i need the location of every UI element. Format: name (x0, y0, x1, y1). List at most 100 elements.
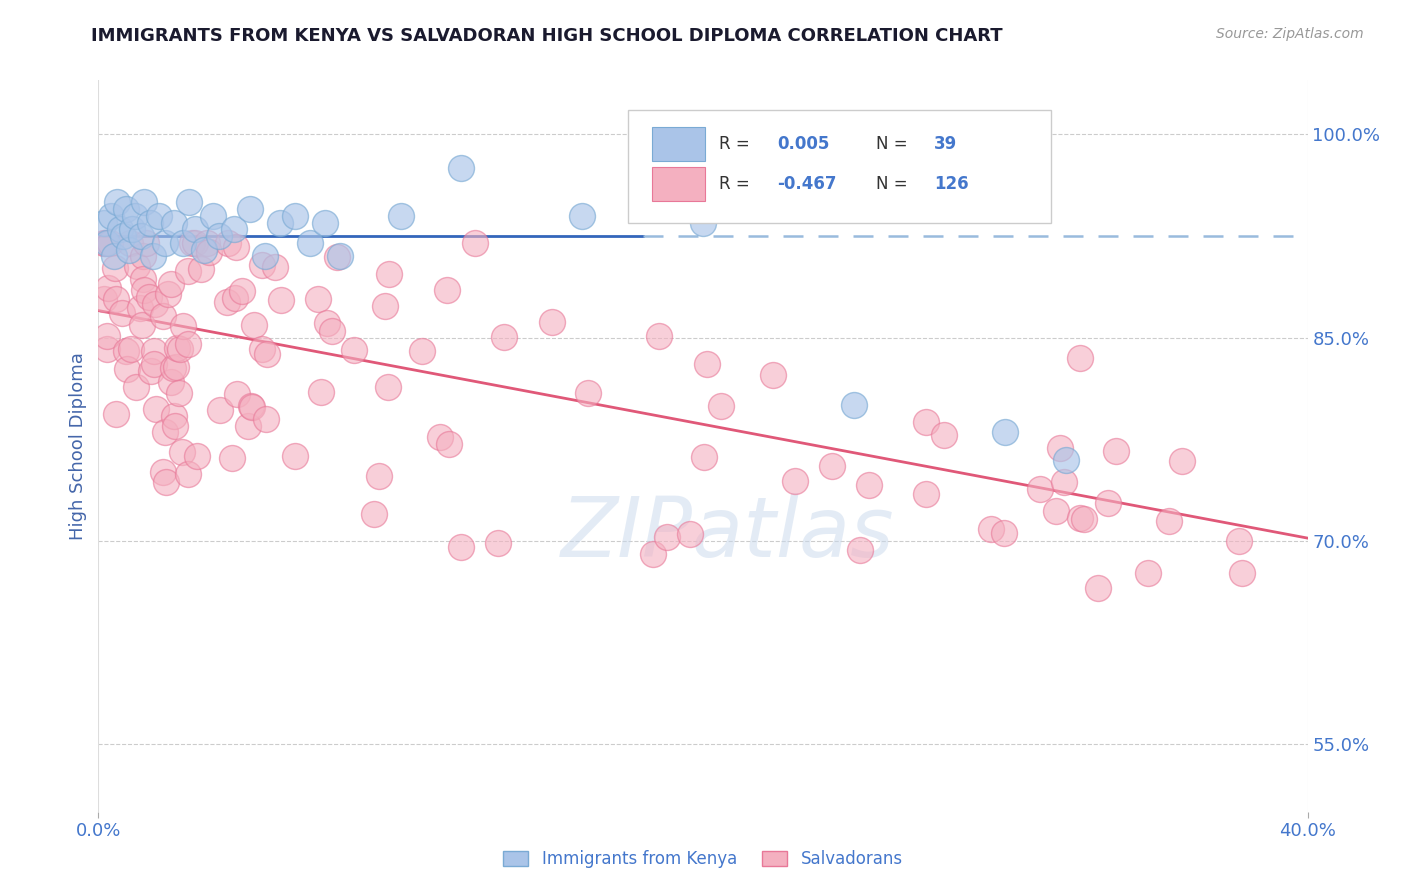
Point (253, 249, 276, 263)
Point (1045, 504, 1067, 518)
Point (118, 243, 141, 257)
Point (96, 235, 118, 250)
Point (166, 341, 188, 355)
Point (231, 284, 253, 298)
Point (269, 215, 291, 229)
Point (177, 336, 200, 351)
Point (162, 361, 184, 376)
Point (844, 398, 866, 412)
Point (169, 342, 191, 356)
Point (578, 386, 600, 401)
Point (439, 436, 461, 450)
Point (464, 235, 486, 250)
Point (243, 318, 266, 332)
Point (155, 475, 177, 490)
Point (571, 209, 593, 223)
Point (94, 235, 117, 250)
Point (648, 329, 671, 343)
Point (153, 235, 176, 250)
Point (1028, 482, 1050, 496)
Point (114, 202, 136, 216)
Point (96, 343, 118, 357)
Point (783, 474, 806, 488)
Point (100, 209, 122, 223)
Point (321, 324, 343, 338)
Point (157, 286, 180, 301)
Point (128, 301, 150, 315)
Point (224, 291, 246, 305)
Point (117, 361, 139, 376)
Point (190, 261, 212, 276)
Point (849, 542, 872, 557)
Point (363, 508, 385, 522)
Text: Source: ZipAtlas.com: Source: ZipAtlas.com (1216, 27, 1364, 41)
Point (643, 547, 665, 561)
Text: N =: N = (876, 175, 907, 194)
Point (284, 449, 307, 463)
Point (139, 364, 162, 378)
Point (488, 536, 510, 550)
Point (124, 209, 146, 223)
Point (221, 450, 243, 465)
Point (314, 215, 336, 229)
Text: N =: N = (876, 135, 907, 153)
Point (1053, 475, 1076, 489)
Point (329, 249, 352, 263)
Point (103, 249, 125, 263)
Point (299, 235, 322, 250)
Point (135, 235, 157, 250)
Point (148, 209, 170, 223)
Point (239, 202, 262, 216)
Point (307, 292, 329, 306)
Legend: Immigrants from Kenya, Salvadorans: Immigrants from Kenya, Salvadorans (496, 844, 910, 875)
Point (225, 240, 247, 254)
Point (450, 161, 472, 176)
Point (762, 368, 785, 382)
Text: -0.467: -0.467 (776, 175, 837, 194)
Y-axis label: High School Diploma: High School Diploma (69, 352, 87, 540)
Point (374, 299, 396, 313)
Point (226, 387, 249, 401)
Point (1232, 566, 1254, 581)
Point (153, 425, 176, 439)
Point (97, 281, 120, 295)
Point (240, 400, 263, 414)
Point (132, 249, 155, 263)
Point (183, 235, 205, 250)
Point (821, 458, 844, 473)
Point (186, 449, 208, 463)
Point (132, 283, 155, 297)
Point (172, 318, 194, 333)
Point (326, 251, 349, 265)
Point (693, 450, 716, 464)
Point (679, 526, 702, 541)
Text: IMMIGRANTS FROM KENYA VS SALVADORAN HIGH SCHOOL DIPLOMA CORRELATION CHART: IMMIGRANTS FROM KENYA VS SALVADORAN HIGH… (91, 27, 1002, 45)
Point (236, 419, 259, 434)
Point (264, 260, 287, 274)
Point (162, 409, 184, 424)
Point (127, 260, 149, 274)
Text: R =: R = (718, 135, 749, 153)
Point (160, 277, 183, 292)
Point (104, 407, 127, 421)
Point (177, 264, 200, 278)
Point (131, 318, 153, 332)
Point (105, 195, 128, 210)
Point (224, 222, 246, 236)
Point (198, 245, 221, 260)
Point (378, 267, 401, 281)
Point (108, 222, 131, 236)
Point (208, 229, 231, 244)
Point (270, 293, 292, 308)
Point (165, 360, 187, 375)
Point (215, 294, 238, 309)
Point (152, 465, 174, 479)
Point (256, 346, 278, 360)
Point (284, 209, 307, 223)
Point (129, 229, 152, 244)
Point (193, 243, 215, 257)
Point (98, 235, 121, 250)
Text: 126: 126 (934, 175, 969, 194)
Point (93, 292, 115, 306)
Point (250, 258, 273, 272)
